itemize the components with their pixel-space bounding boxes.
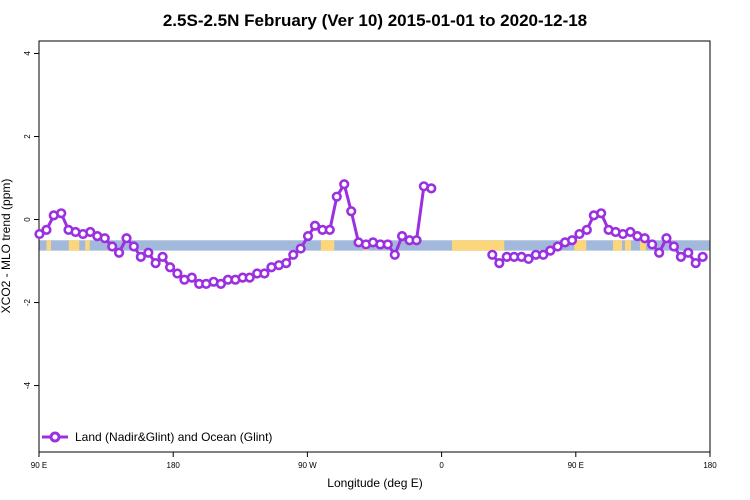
legend: Land (Nadir&Glint) and Ocean (Glint): [42, 430, 272, 444]
x-axis: 90 E 180 90 W 0 90 E 180: [31, 452, 717, 470]
data-point-15: [143, 247, 154, 258]
data-point-9: [99, 233, 110, 244]
x-tick-label-0: 90 E: [31, 461, 47, 470]
data-point-67: [574, 228, 585, 240]
data-point-31: [259, 268, 270, 279]
data-point-21: [186, 272, 197, 283]
legend-label: Land (Nadir&Glint) and Ocean (Glint): [75, 430, 272, 444]
data-point-25: [215, 278, 227, 289]
data-point-83: [690, 258, 701, 269]
data-point-84: [697, 251, 708, 262]
data-point-1: [41, 224, 52, 235]
data-point-82: [683, 247, 694, 258]
data-point-18: [164, 262, 176, 273]
data-point-81: [675, 251, 687, 262]
data-point-13: [128, 241, 139, 252]
data-point-36: [295, 243, 306, 254]
land-segment-9: [639, 240, 646, 251]
data-point-80: [668, 241, 680, 252]
data-point-7: [85, 226, 96, 238]
data-point-11: [113, 247, 125, 258]
land-segment-0: [46, 240, 51, 251]
data-point-77: [647, 239, 658, 250]
y-axis: -4 -2 0 2 4: [23, 51, 39, 389]
data-point-74: [625, 226, 636, 238]
x-tick-label-4: 90 E: [568, 461, 584, 470]
x-tick-label-3: 0: [439, 461, 444, 470]
data-point-37: [302, 231, 314, 242]
land-segment-6: [574, 240, 587, 251]
data-point-0: [34, 228, 45, 240]
data-point-76: [639, 233, 650, 244]
series-land-ocean: [34, 179, 708, 289]
data-point-56: [494, 258, 505, 269]
y-axis-label: XCO2 - MLO trend (ppm): [0, 179, 13, 314]
land-segment-7: [613, 240, 623, 251]
y-tick-label-0: -4: [23, 381, 32, 389]
x-tick-label-5: 180: [703, 461, 717, 470]
data-point-12: [121, 233, 132, 244]
y-tick-label-2: 0: [23, 217, 32, 222]
land-segment-1: [68, 240, 80, 251]
data-point-60: [523, 253, 534, 265]
legend-marker: [49, 431, 61, 443]
y-tick-label-3: 2: [23, 134, 32, 139]
data-point-62: [538, 249, 549, 260]
data-point-55: [487, 249, 498, 260]
chart-title: 2.5S-2.5N February (Ver 10) 2015-01-01 t…: [163, 11, 587, 30]
data-point-29: [244, 272, 255, 283]
data-point-35: [288, 249, 299, 260]
data-point-3: [56, 208, 67, 219]
data-point-49: [389, 249, 400, 260]
data-point-78: [654, 247, 665, 258]
data-point-14: [135, 251, 146, 262]
data-point-17: [157, 251, 168, 262]
data-point-50: [396, 231, 408, 242]
data-point-70: [596, 208, 607, 219]
data-point-66: [566, 235, 578, 246]
data-point-79: [661, 233, 672, 244]
data-point-38: [309, 220, 321, 231]
plot-frame: [38, 40, 711, 453]
data-point-63: [545, 245, 556, 256]
land-segment-8: [625, 240, 631, 251]
data-point-54: [426, 183, 437, 194]
y-tick-label-1: -2: [23, 298, 32, 306]
x-tick-label-1: 180: [167, 461, 181, 470]
data-point-16: [150, 258, 161, 269]
data-point-64: [552, 241, 563, 252]
data-point-42: [339, 179, 350, 190]
data-point-40: [324, 224, 335, 235]
data-point-43: [346, 206, 357, 217]
data-point-34: [281, 258, 292, 269]
data-point-41: [331, 191, 342, 202]
data-point-10: [107, 241, 118, 252]
data-point-68: [581, 224, 592, 235]
data-point-19: [172, 268, 183, 279]
x-tick-label-2: 90 W: [298, 461, 317, 470]
x-axis-label: Longitude (deg E): [327, 476, 422, 490]
land-segment-2: [85, 240, 90, 251]
data-point-52: [411, 235, 422, 246]
y-tick-label-4: 4: [23, 51, 32, 56]
data-point-48: [382, 239, 393, 250]
land-segment-3: [320, 240, 335, 251]
land-segment-5: [452, 240, 505, 251]
